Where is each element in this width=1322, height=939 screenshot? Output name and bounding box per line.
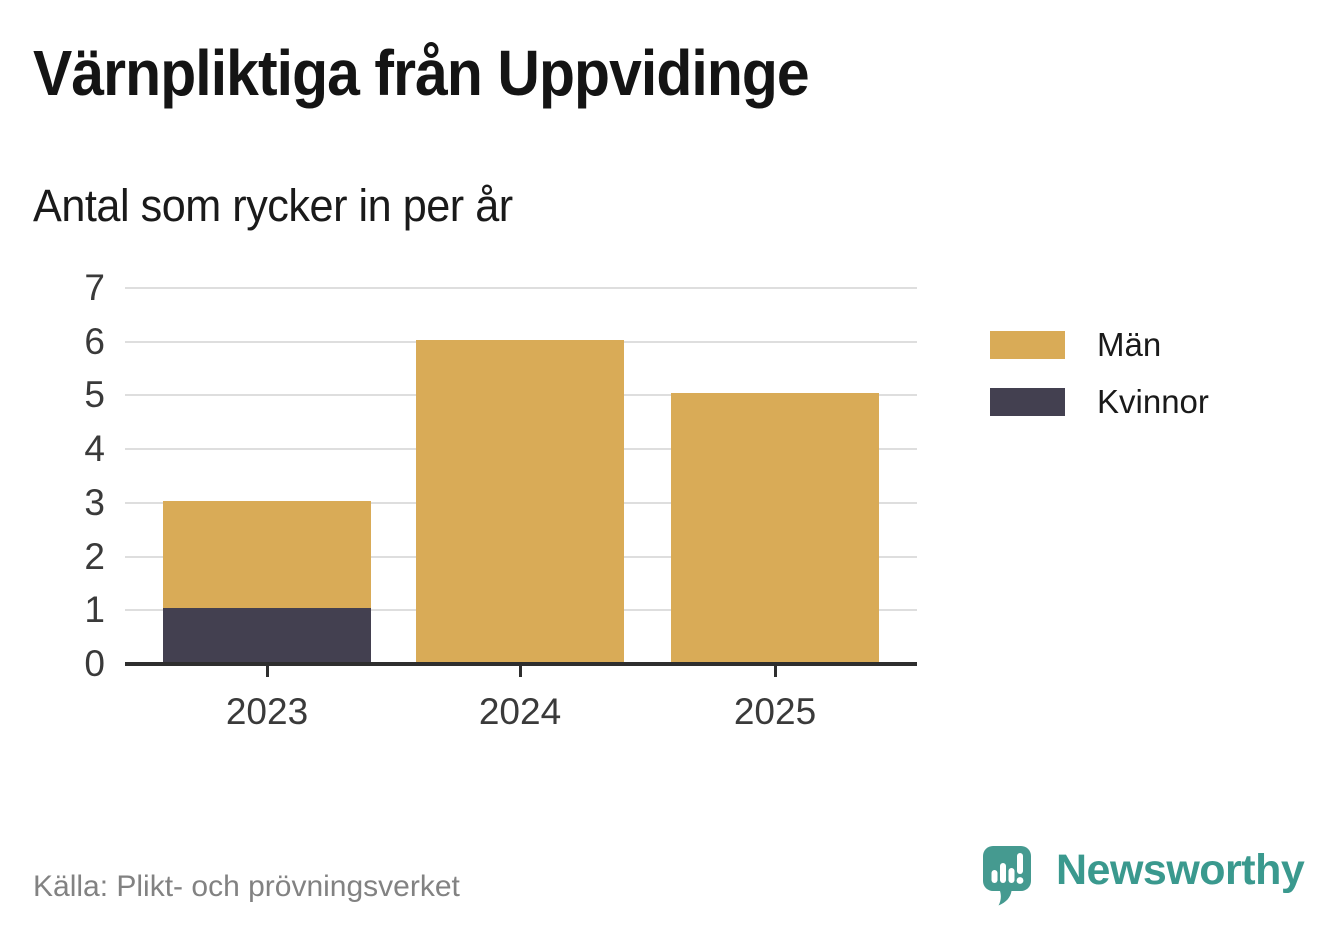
y-axis: 0 1 2 3 4 5 6 7	[30, 269, 105, 683]
x-axis-line	[125, 662, 917, 666]
x-axis-label: 2023	[225, 691, 309, 732]
y-axis-label: 2	[84, 535, 105, 577]
x-axis-labels: 2023 2024 2025	[125, 692, 917, 736]
legend-swatch	[990, 388, 1065, 416]
y-axis-label: 3	[84, 481, 105, 523]
bar-segment-män-2024	[416, 339, 624, 662]
legend-label: Kvinnor	[1097, 383, 1209, 420]
y-axis-label: 5	[84, 374, 105, 416]
x-axis-label: 2024	[478, 691, 562, 732]
y-axis-label: 4	[84, 428, 105, 470]
newsworthy-logo: Newsworthy	[982, 845, 1305, 907]
y-axis-label: 7	[84, 267, 105, 308]
x-axis-ticks	[125, 666, 917, 678]
x-axis-tick	[265, 666, 269, 677]
legend: Män Kvinnor	[990, 326, 1209, 445]
legend-swatch	[990, 331, 1065, 359]
bar-segment-män-2023	[163, 500, 371, 609]
y-axis-label: 0	[84, 643, 105, 684]
bar-segment-kvinnor-2023	[163, 608, 371, 662]
legend-label: Män	[1097, 326, 1162, 363]
chart-subtitle: Antal som rycker in per år	[33, 180, 513, 231]
bar-segment-män-2025	[671, 393, 879, 662]
y-axis-label: 1	[84, 589, 105, 631]
y-axis-label: 6	[84, 320, 105, 362]
x-axis-label: 2025	[733, 691, 817, 732]
newsworthy-wordmark: Newsworthy	[1056, 845, 1305, 894]
legend-item-kvinnor: Kvinnor	[990, 383, 1209, 420]
source-note: Källa: Plikt- och prövningsverket	[33, 870, 460, 903]
chart-title: Värnpliktiga från Uppvidinge	[33, 37, 810, 109]
x-axis-tick	[518, 666, 522, 677]
plot-area	[125, 287, 917, 664]
newsworthy-icon	[983, 846, 1031, 906]
legend-item-män: Män	[990, 326, 1209, 363]
x-axis-tick	[773, 666, 777, 677]
gridline	[125, 287, 917, 289]
